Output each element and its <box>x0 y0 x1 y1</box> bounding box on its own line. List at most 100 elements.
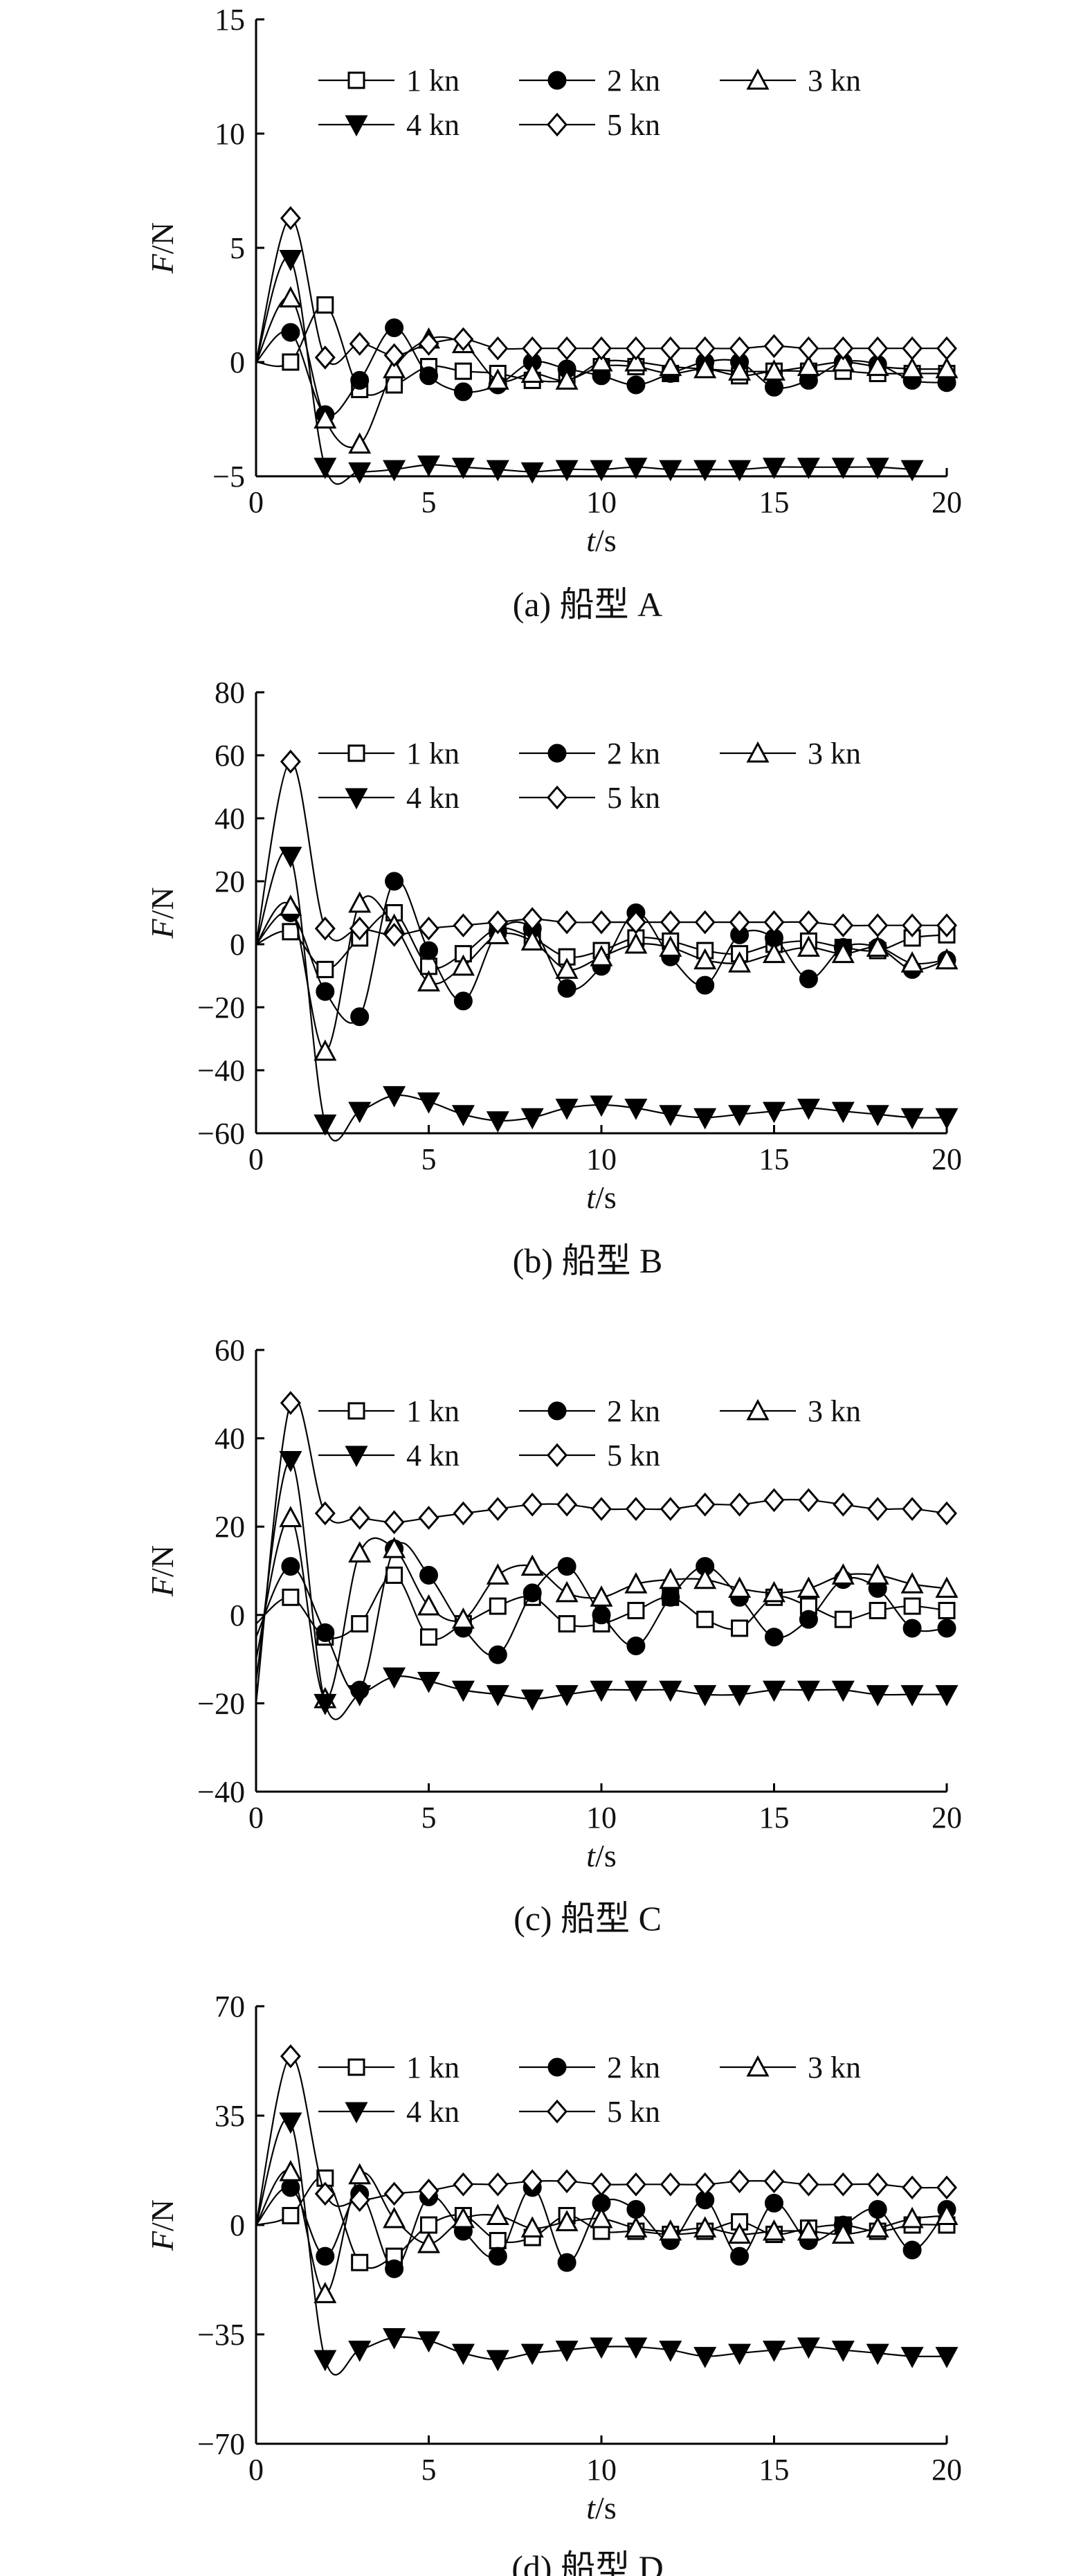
data-point <box>728 460 752 482</box>
data-point <box>798 336 819 361</box>
data-point <box>522 336 543 361</box>
data-point <box>627 1601 645 1619</box>
data-point <box>867 1497 889 1521</box>
data-point <box>831 1101 855 1124</box>
y-tick-label: 20 <box>215 865 245 899</box>
chart-b: −60 −40 −20 0 20 40 60 80 0 5 10 15 20 t/s F/N 1 kn 2 kn… <box>145 676 962 1280</box>
data-point <box>900 951 924 973</box>
y-axis-label: F/N <box>145 2199 180 2251</box>
data-point <box>555 460 579 482</box>
y-axis-label: F/N <box>145 887 180 939</box>
data-point <box>418 1506 439 1530</box>
data-point <box>624 1680 648 1702</box>
data-point <box>590 1585 613 1607</box>
data-point <box>453 913 474 937</box>
data-point <box>555 2210 579 2231</box>
data-point <box>520 2343 544 2366</box>
data-point <box>451 458 475 479</box>
legend-label: 2 kn <box>607 737 660 771</box>
data-point <box>935 1685 959 1706</box>
data-point <box>902 913 923 937</box>
data-point <box>866 1685 889 1706</box>
x-tick-label: 10 <box>586 1801 617 1835</box>
data-point <box>867 913 889 937</box>
data-point <box>316 1623 335 1642</box>
data-point <box>693 2216 717 2238</box>
legend-marker <box>746 68 770 90</box>
legend-marker <box>547 744 567 763</box>
data-point <box>522 907 543 931</box>
y-tick-label: 0 <box>230 928 245 962</box>
data-point <box>659 354 682 377</box>
data-point <box>555 2341 579 2362</box>
data-point <box>660 1497 681 1521</box>
series-5-kn <box>255 206 957 370</box>
legend-marker <box>347 744 365 762</box>
data-point <box>935 2204 959 2225</box>
legend-label: 2 kn <box>607 2051 660 2084</box>
data-point <box>592 1605 611 1625</box>
data-point <box>383 1510 405 1535</box>
legend-item: 1 kn <box>318 737 460 771</box>
chart-d: −70 −35 0 35 70 0 5 10 15 20 t/s F/N 1 kn 2 kn 3 kn 4 k… <box>145 1990 962 2576</box>
data-point <box>348 2163 372 2185</box>
data-point <box>520 1554 544 1576</box>
data-point <box>659 2219 682 2241</box>
data-point <box>626 1636 646 1655</box>
data-point <box>486 1563 509 1585</box>
data-point <box>282 353 300 371</box>
data-point <box>556 2169 578 2194</box>
y-axis-label: F/N <box>145 1545 180 1597</box>
data-point <box>453 327 474 352</box>
legend-label: 4 kn <box>406 1439 460 1472</box>
data-point <box>797 1680 820 1702</box>
data-point <box>834 1610 852 1628</box>
data-point <box>556 336 578 361</box>
data-point <box>316 960 334 978</box>
legend-item: 5 kn <box>519 2095 660 2129</box>
series-3-kn <box>255 286 959 454</box>
data-point <box>453 991 473 1011</box>
data-point <box>418 332 439 356</box>
data-point <box>280 2044 301 2069</box>
legend-marker <box>746 1398 770 1421</box>
y-axis-label-unit: /N <box>145 222 180 254</box>
data-point <box>522 2169 543 2194</box>
data-point <box>420 2216 437 2234</box>
data-point <box>348 432 372 454</box>
y-axis-label-unit: /N <box>145 1545 180 1577</box>
data-point <box>385 872 404 891</box>
chart-caption: (a) 船型 A <box>513 585 663 624</box>
legend-label: 3 kn <box>808 1394 861 1428</box>
data-point <box>487 336 509 361</box>
legend-marker <box>547 2057 567 2077</box>
data-point <box>348 1101 372 1124</box>
series-4-kn <box>255 847 959 1142</box>
legend-marker <box>345 788 368 810</box>
legend-marker <box>347 1402 365 1420</box>
y-axis-label-unit: /N <box>145 887 180 919</box>
x-tick-label: 5 <box>421 485 437 519</box>
legend-marker <box>345 1445 368 1468</box>
y-tick-label: −70 <box>197 2427 245 2461</box>
data-point <box>555 1099 579 1120</box>
x-tick-label: 20 <box>932 2453 962 2487</box>
legend: 1 kn 2 kn 3 kn 4 kn 5 kn <box>318 1394 861 1472</box>
legend-label: 4 kn <box>406 2095 460 2129</box>
data-point <box>383 460 406 482</box>
y-tick-label: −35 <box>197 2318 245 2352</box>
data-point <box>936 913 957 937</box>
legend-label: 5 kn <box>607 781 660 815</box>
data-point <box>451 954 475 976</box>
x-axis-label-unit: /s <box>595 1180 617 1215</box>
data-point <box>520 361 544 383</box>
data-point <box>417 1092 441 1114</box>
data-point <box>417 2331 441 2353</box>
data-point <box>624 1099 648 1120</box>
data-point <box>383 2328 406 2350</box>
data-point <box>520 1108 544 1130</box>
legend-label: 1 kn <box>406 2051 460 2084</box>
data-point <box>557 979 576 998</box>
data-point <box>557 1557 576 1576</box>
y-axis-label-symbol: F <box>145 1576 180 1597</box>
